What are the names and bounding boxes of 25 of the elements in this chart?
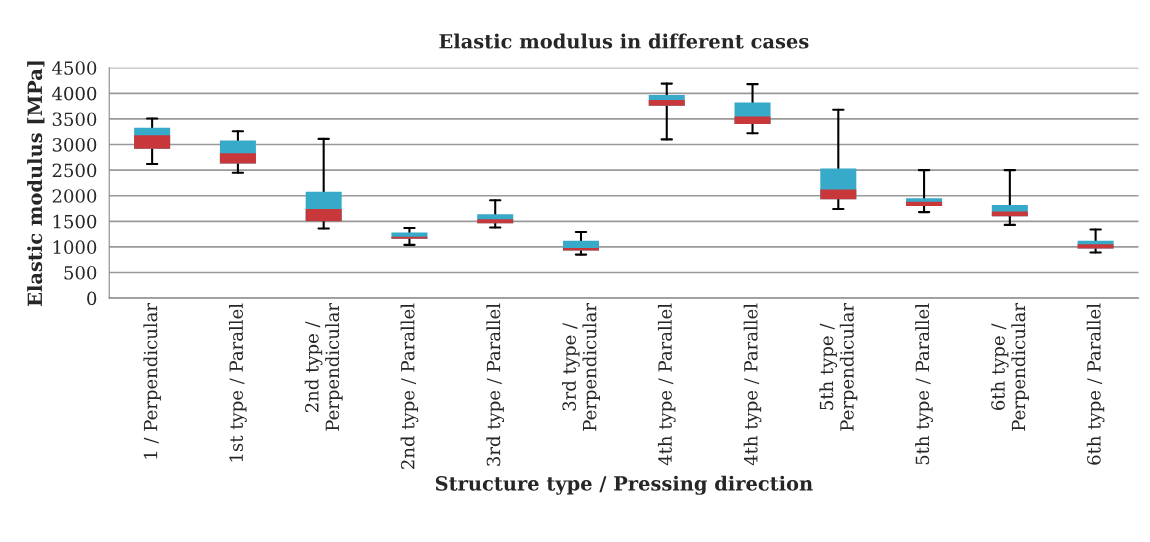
y-tick-label: 3500 [52,112,97,127]
x-tick-label: 3rd type / Parallel [486,303,505,466]
y-tick-label: 4500 [52,61,97,75]
chart-title: Elastic modulus in different cases [439,33,809,49]
y-tick-label: 2500 [52,163,97,178]
y-axis-title: Elastic modulus [MPa] [27,61,45,306]
y-tick-label: 1500 [53,214,97,229]
y-tick-label: 1000 [53,240,97,255]
x-tick-label: 4th type / Parallel [657,303,676,466]
x-tick-label: 4th type / Parallel [743,303,762,466]
y-tick-label: 3000 [52,137,97,152]
x-tick-label: 2nd type / Parallel [400,303,419,469]
x-tick-label: 1 / Perpendicular [143,302,161,459]
x-tick-label: 3rd type / Perpendicular [562,302,600,431]
y-tick-label: 2000 [52,189,97,203]
x-tick-label: 5th type / Perpendicular [819,302,858,431]
y-tick-label: 4000 [52,86,97,101]
x-tick-label: 6th type / Parallel [1086,303,1105,465]
x-tick-label: 1st type / Parallel [229,303,247,462]
y-tick-label: 0 [87,291,97,306]
x-tick-label: 6th type / Perpendicular [990,302,1029,431]
x-axis-title: Structure type / Pressing direction [435,475,813,495]
x-tick-label: 2nd type / Perpendicular [304,302,343,431]
y-tick-label: 500 [64,265,97,280]
x-tick-label: 5th type / Parallel [915,303,933,465]
